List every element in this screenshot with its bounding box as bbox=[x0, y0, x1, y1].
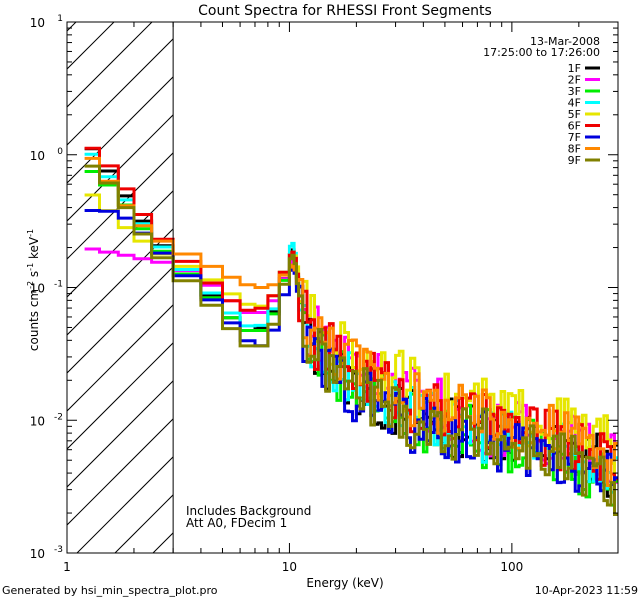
series-layer bbox=[84, 146, 618, 516]
x-axis-label: Energy (keV) bbox=[306, 576, 383, 590]
y-tick-label: 10 bbox=[30, 16, 45, 30]
y-axis-label: counts cm-2 s-1 keV-1 bbox=[26, 229, 41, 351]
legend-label: 7F bbox=[568, 131, 581, 144]
legend-label: 1F bbox=[568, 62, 581, 75]
x-tick-label: 1 bbox=[63, 560, 71, 574]
plot-frame bbox=[66, 21, 619, 554]
annotation-background: Includes Background bbox=[186, 504, 311, 518]
legend-label: 3F bbox=[568, 85, 581, 98]
hatch-stripe bbox=[67, 266, 174, 374]
y-tick-label: 10 bbox=[30, 282, 45, 296]
hatch-stripe bbox=[67, 38, 174, 146]
legend-label: 6F bbox=[568, 120, 581, 133]
hatch-stripe bbox=[67, 228, 174, 336]
hatched-region bbox=[67, 22, 174, 553]
hatch-stripe bbox=[67, 342, 174, 450]
x-tick-labels: 1 10 100 bbox=[63, 560, 523, 574]
legend-label: 2F bbox=[568, 74, 581, 87]
hatch-stripe bbox=[67, 76, 174, 184]
hatch-stripe bbox=[67, 22, 153, 108]
chart-title: Count Spectra for RHESSI Front Segments bbox=[198, 3, 492, 19]
time-range-label: 17:25:00 to 17:26:00 bbox=[483, 46, 600, 59]
series-line-9F bbox=[84, 164, 618, 516]
y-tick-label: 10 bbox=[30, 547, 45, 561]
hatch-stripe bbox=[67, 418, 174, 526]
hatch-stripe bbox=[67, 380, 174, 488]
legend-label: 4F bbox=[568, 97, 581, 110]
y-tick-exponent: -3 bbox=[54, 545, 63, 555]
hatch-stripe bbox=[76, 456, 174, 553]
legend-label: 9F bbox=[568, 154, 581, 167]
x-tick-label: 10 bbox=[282, 560, 297, 574]
legend-label: 5F bbox=[568, 108, 581, 121]
y-label-s: s bbox=[27, 271, 41, 281]
y-tick-exponent: -2 bbox=[54, 412, 63, 422]
hatch-stripe bbox=[67, 304, 174, 412]
y-label-exp1: -2 bbox=[26, 281, 35, 289]
y-tick-exponent: 1 bbox=[57, 14, 63, 24]
y-tick-label: 10 bbox=[30, 414, 45, 428]
y-label-kev: keV bbox=[27, 236, 41, 263]
date-label: 13-Mar-2008 bbox=[530, 35, 600, 48]
y-tick-exponent: -1 bbox=[54, 280, 63, 290]
hatch-stripe bbox=[67, 190, 174, 298]
hatch-stripe bbox=[67, 22, 77, 32]
legend-label: 8F bbox=[568, 143, 581, 156]
y-label-exp2: -1 bbox=[26, 263, 35, 271]
hatch-stripe bbox=[67, 114, 174, 222]
footer-generated: Generated by hsi_min_spectra_plot.pro bbox=[2, 584, 218, 597]
axis-ticks bbox=[66, 22, 619, 554]
y-label-exp3: -1 bbox=[26, 229, 35, 237]
y-tick-label: 10 bbox=[30, 149, 45, 163]
y-label-main: counts cm bbox=[27, 289, 41, 351]
y-tick-labels: 10 1 10 0 10 -1 10 -2 10 -3 bbox=[30, 14, 64, 561]
x-tick-label: 100 bbox=[500, 560, 523, 574]
annotation-attenuator: Att A0, FDecim 1 bbox=[186, 516, 287, 530]
y-tick-exponent: 0 bbox=[57, 147, 63, 157]
footer-timestamp: 10-Apr-2023 11:59 bbox=[535, 584, 638, 597]
